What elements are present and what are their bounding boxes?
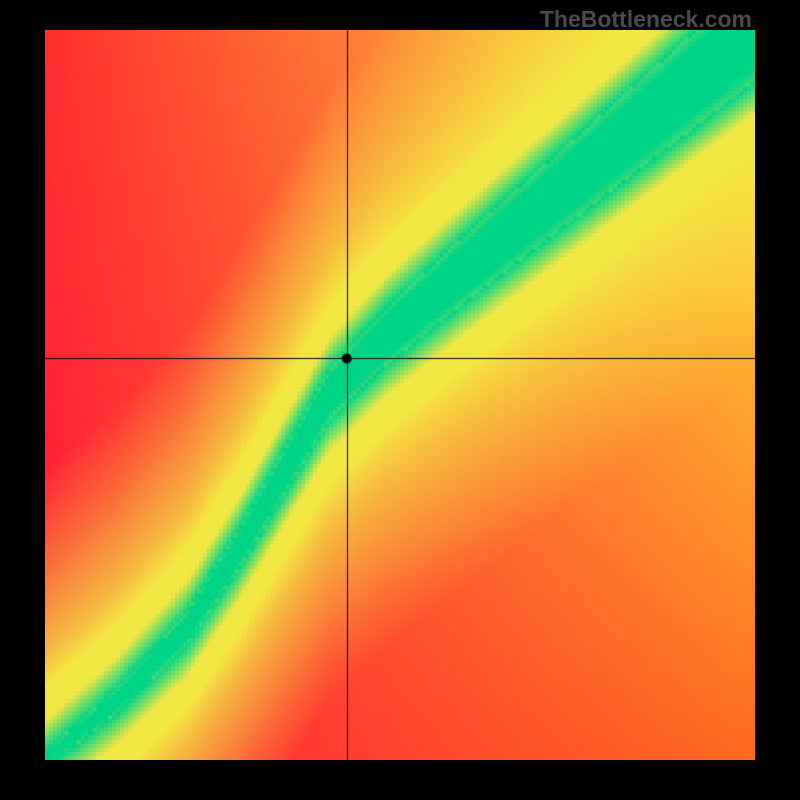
watermark-text: TheBottleneck.com	[540, 6, 752, 33]
chart-root: TheBottleneck.com	[0, 0, 800, 800]
crosshair-overlay	[45, 30, 755, 760]
